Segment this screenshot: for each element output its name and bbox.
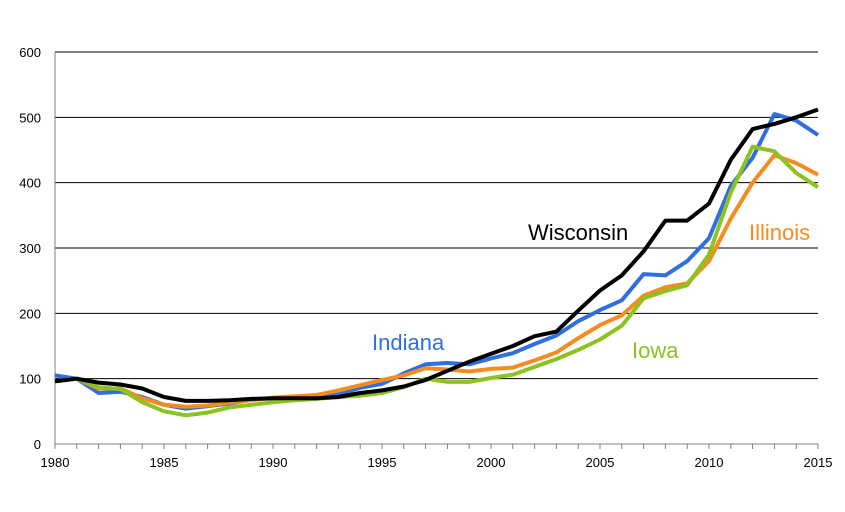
- series-label-illinois: Illinois: [749, 220, 810, 245]
- series-label-wisconsin: Wisconsin: [528, 220, 628, 245]
- x-tick-label: 2000: [477, 455, 506, 470]
- series-lines: [54, 107, 820, 418]
- series-label-iowa: Iowa: [632, 338, 679, 363]
- x-axis-tick-labels: 1980 1985 1990 1995 2000 2005 2010 2015: [41, 455, 833, 470]
- y-tick-label: 600: [19, 45, 41, 60]
- y-axis-tick-labels: 0 100 200 300 400 500 600: [19, 45, 41, 452]
- y-tick-label: 100: [19, 372, 41, 387]
- y-tick-label: 200: [19, 306, 41, 321]
- x-tick-label: 1985: [150, 455, 179, 470]
- x-tick-label: 2015: [804, 455, 833, 470]
- series-label-indiana: Indiana: [372, 330, 445, 355]
- x-tick-label: 1995: [368, 455, 397, 470]
- series-line-iowa: [54, 144, 820, 418]
- x-tick-label: 2010: [695, 455, 724, 470]
- series-line-wisconsin: [54, 107, 819, 403]
- series-labels: Wisconsin Illinois Indiana Iowa: [372, 220, 810, 363]
- y-tick-label: 500: [19, 110, 41, 125]
- x-tick-label: 2005: [586, 455, 615, 470]
- x-tick-label: 1990: [259, 455, 288, 470]
- y-tick-label: 0: [34, 437, 41, 452]
- y-tick-label: 300: [19, 241, 41, 256]
- gridlines: [55, 51, 818, 380]
- axes: [54, 52, 819, 449]
- series-line-illinois: [54, 153, 819, 409]
- x-tick-label: 1980: [41, 455, 70, 470]
- y-tick-label: 400: [19, 176, 41, 191]
